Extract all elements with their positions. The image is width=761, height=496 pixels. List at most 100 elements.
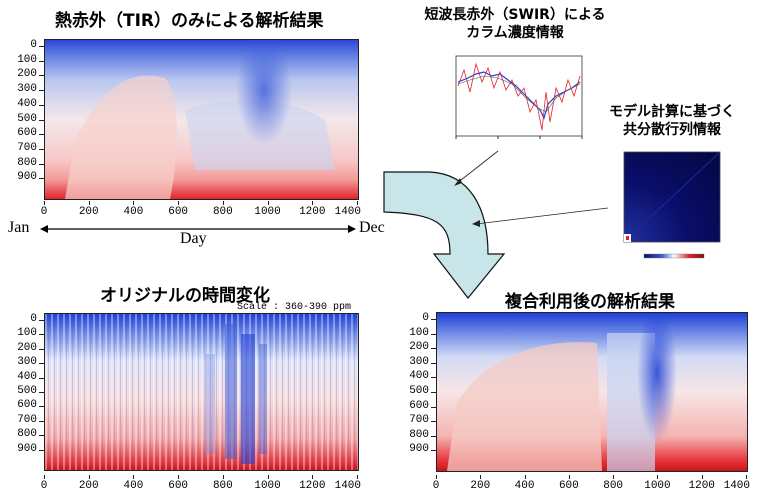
y-tick-label: 300	[17, 83, 37, 96]
x-tick-mark	[44, 201, 45, 205]
y-tick-label: 700	[17, 413, 37, 426]
x-tick-mark	[657, 475, 659, 479]
timeline-day-label: Day	[180, 230, 207, 247]
y-tick-mark	[431, 319, 436, 320]
combined-x-axis: 0 200 400 600 800 1000 1200 1400	[432, 475, 750, 494]
y-tick-label: 500	[17, 385, 37, 397]
y-tick-label: 800	[17, 428, 37, 441]
swir-title-line1: 短波長赤外（SWIR）による	[424, 7, 606, 23]
y-tick-label: 900	[409, 443, 429, 456]
y-tick-label: 200	[17, 341, 37, 354]
y-tick-label: 900	[17, 171, 37, 184]
y-tick-mark	[39, 60, 44, 62]
y-tick-label: 400	[409, 370, 429, 383]
x-tick-label: 1000	[254, 480, 281, 492]
y-tick-mark	[431, 362, 436, 364]
timeline-end-label: Dec	[359, 219, 385, 236]
y-tick-mark	[431, 450, 436, 452]
x-tick-label: 400	[123, 480, 144, 492]
x-tick-mark	[357, 475, 358, 479]
y-tick-mark	[39, 104, 44, 106]
y-tick-mark	[39, 90, 44, 92]
x-tick-mark	[88, 201, 90, 205]
x-tick-mark	[357, 201, 358, 205]
x-tick-mark	[613, 475, 615, 479]
original-heatmap	[44, 313, 359, 471]
x-tick-label: 0	[432, 480, 440, 492]
original-scale-label: Scale : 360-390 ppm	[237, 302, 352, 313]
y-tick-mark	[39, 334, 44, 336]
y-tick-label: 0	[30, 39, 37, 51]
original-panel-title: オリジナルの時間変化	[100, 286, 270, 306]
x-tick-mark	[88, 475, 90, 479]
y-tick-label: 400	[17, 97, 37, 110]
y-tick-mark	[39, 363, 44, 365]
y-tick-label: 100	[17, 327, 37, 340]
y-tick-label: 400	[17, 370, 37, 383]
y-tick-mark	[39, 148, 44, 150]
x-tick-label: 800	[603, 480, 624, 492]
x-tick-label: 1400	[334, 480, 361, 492]
x-tick-label: 1000	[254, 206, 281, 218]
y-tick-label: 600	[17, 399, 37, 412]
timeline-arrow	[40, 221, 356, 235]
covariance-thumbnail	[608, 146, 728, 276]
x-tick-label: 400	[514, 480, 535, 492]
x-tick-label: 600	[168, 480, 189, 492]
tir-panel-title: 熱赤外（TIR）のみによる解析結果	[55, 11, 324, 31]
y-tick-label: 300	[17, 356, 37, 369]
swir-title: 短波長赤外（SWIR）による カラム濃度情報	[420, 6, 610, 42]
x-tick-label: 600	[558, 480, 579, 492]
y-tick-label: 700	[409, 414, 429, 427]
y-tick-mark	[39, 449, 44, 451]
x-tick-mark	[312, 475, 314, 479]
y-tick-mark	[431, 421, 436, 423]
y-tick-label: 0	[422, 312, 429, 324]
y-tick-label: 900	[17, 442, 37, 455]
y-tick-label: 500	[409, 385, 429, 397]
x-tick-mark	[312, 201, 314, 205]
x-tick-label: 200	[470, 480, 491, 492]
x-tick-mark	[222, 475, 224, 479]
tir-heatmap	[44, 39, 359, 200]
y-tick-label: 0	[30, 313, 37, 325]
y-tick-mark	[39, 406, 44, 408]
y-tick-mark	[39, 392, 44, 393]
tir-y-axis: 0 100 200 300 400 500 600 700 800 900	[10, 39, 44, 200]
input-pointer-lines	[440, 140, 620, 230]
x-tick-mark	[524, 475, 526, 479]
x-tick-mark	[133, 475, 135, 479]
x-tick-mark	[178, 475, 180, 479]
x-tick-label: 800	[212, 206, 233, 218]
x-tick-label: 1200	[299, 480, 326, 492]
y-tick-mark	[39, 119, 44, 121]
y-tick-mark	[431, 435, 436, 437]
original-y-axis: 0 100 200 300 400 500 600 700 800 900	[8, 313, 44, 471]
model-title-line1: モデル計算に基づく	[609, 104, 735, 120]
y-tick-label: 700	[17, 141, 37, 154]
y-tick-label: 100	[409, 326, 429, 339]
y-tick-label: 500	[17, 112, 37, 125]
x-tick-label: 0	[40, 206, 48, 218]
x-tick-label: 1400	[723, 480, 750, 492]
x-tick-mark	[568, 475, 570, 479]
y-tick-label: 800	[17, 156, 37, 169]
x-tick-label: 1200	[299, 206, 326, 218]
x-tick-label: 1400	[334, 206, 361, 218]
y-tick-mark	[431, 333, 436, 335]
y-tick-label: 100	[17, 53, 37, 66]
x-tick-mark	[44, 475, 45, 479]
y-tick-label: 600	[17, 127, 37, 140]
x-tick-mark	[133, 201, 135, 205]
y-tick-mark	[39, 134, 44, 136]
combined-heatmap	[436, 312, 748, 472]
x-tick-label: 200	[78, 206, 99, 218]
x-tick-label: 800	[212, 480, 233, 492]
x-tick-label: 600	[168, 206, 189, 218]
y-tick-mark	[39, 420, 44, 422]
x-tick-mark	[436, 475, 437, 479]
y-tick-label: 300	[409, 355, 429, 368]
x-tick-label: 400	[123, 206, 144, 218]
y-tick-mark	[39, 435, 44, 437]
y-tick-mark	[431, 377, 436, 379]
